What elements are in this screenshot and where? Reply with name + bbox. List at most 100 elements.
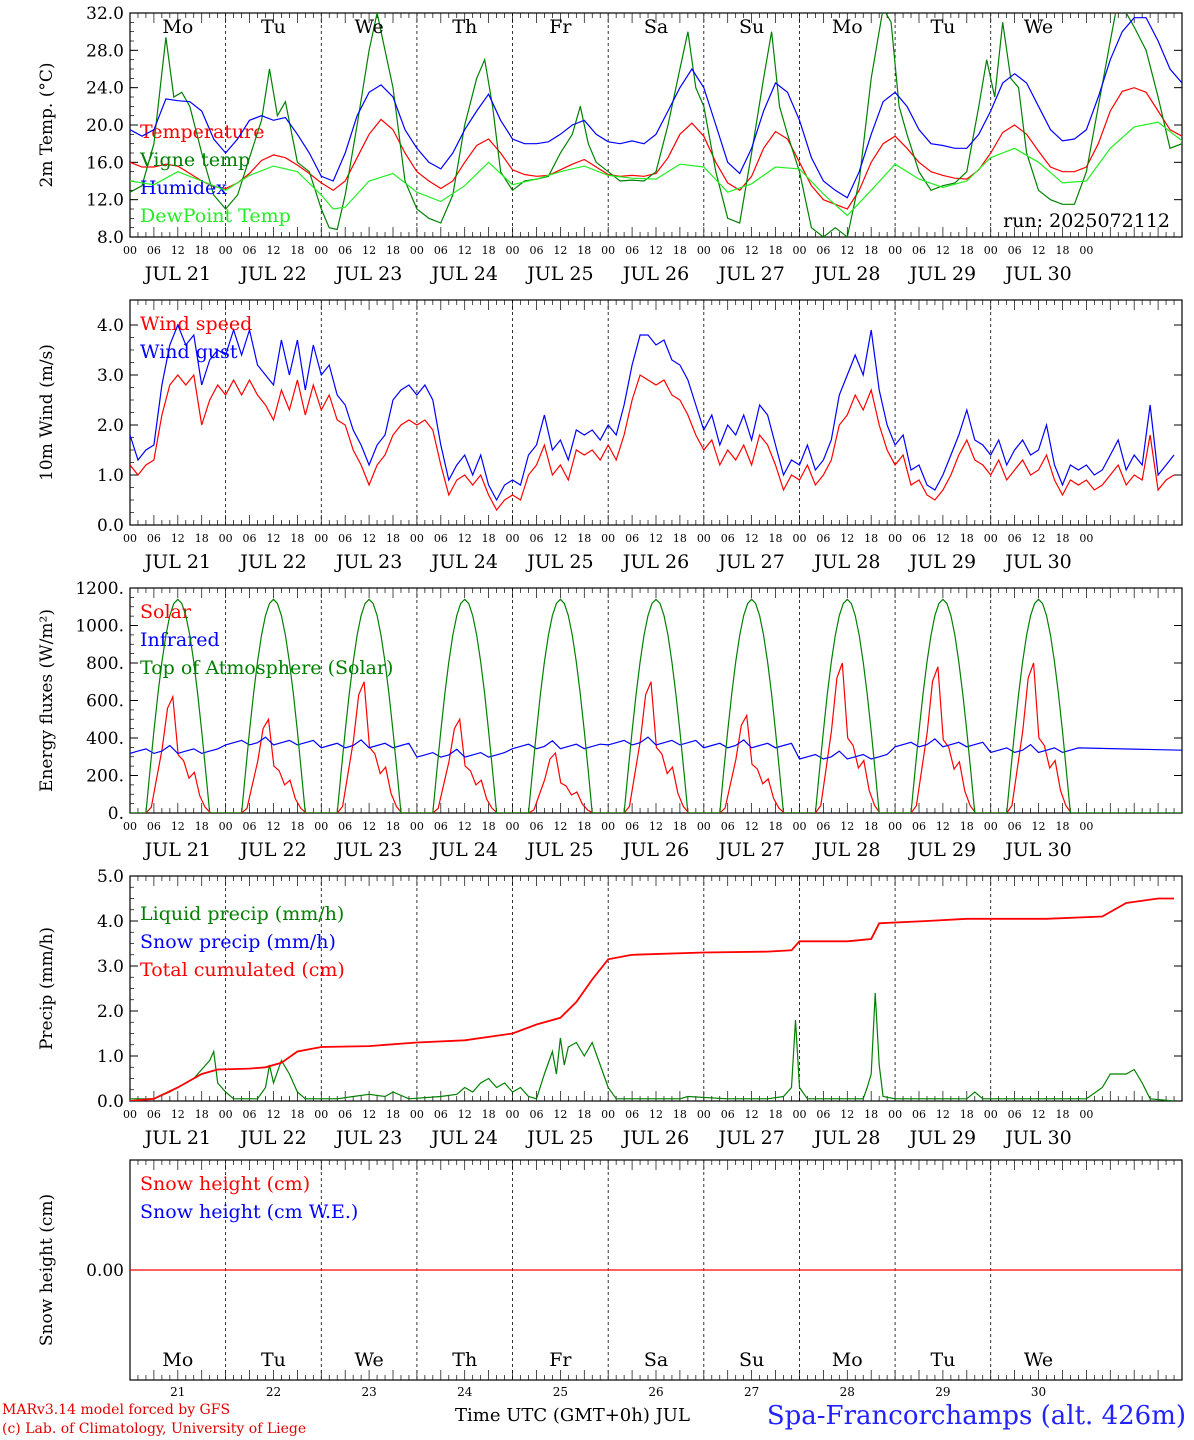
weekday-label: Su: [739, 16, 764, 38]
hour-tick-label: 06: [338, 244, 352, 257]
hour-tick-label: 00: [888, 532, 902, 545]
hour-tick-label: 18: [386, 532, 400, 545]
legend-entry: Infrared: [140, 629, 220, 651]
date-label: JUL 29: [908, 839, 976, 861]
weekday-label: We: [1024, 16, 1053, 38]
date-label: JUL 29: [908, 1127, 976, 1149]
weekday-label: Mo: [832, 16, 863, 38]
hour-tick-label: 18: [290, 1108, 304, 1121]
hour-tick-label: 12: [553, 820, 567, 833]
hour-tick-label: 18: [290, 820, 304, 833]
hour-tick-label: 00: [792, 820, 806, 833]
y-axis-label: 2m Temp. (°C): [37, 62, 57, 187]
hour-tick-label: 18: [195, 532, 209, 545]
hour-tick-label: 12: [553, 1108, 567, 1121]
panel-frame: [129, 12, 1183, 238]
hour-tick-label: 12: [1032, 1108, 1046, 1121]
hour-tick-label: 12: [266, 820, 280, 833]
date-label: JUL 28: [812, 551, 880, 573]
y-tick-label: 2.0: [97, 416, 124, 436]
hour-tick-label: 00: [697, 244, 711, 257]
date-label: JUL 22: [238, 551, 306, 573]
date-label: JUL 23: [334, 263, 402, 285]
y-tick-label: 4.0: [97, 316, 124, 336]
hour-tick-label: 12: [745, 244, 759, 257]
hour-tick-label: 18: [195, 1108, 209, 1121]
weekday-label: We: [354, 16, 383, 38]
y-tick-label: 0.: [108, 804, 124, 824]
hour-tick-label: 12: [362, 244, 376, 257]
hour-tick-label: 12: [745, 1108, 759, 1121]
hour-tick-label: 18: [482, 532, 496, 545]
hour-tick-label: 00: [410, 820, 424, 833]
y-tick-label: 0.0: [97, 516, 124, 536]
hour-tick-label: 06: [243, 532, 257, 545]
hour-tick-label: 06: [147, 820, 161, 833]
legend-entry: Liquid precip (mm/h): [140, 903, 344, 925]
hour-tick-label: 18: [960, 820, 974, 833]
hour-tick-label: 00: [984, 244, 998, 257]
hour-tick-label: 06: [625, 244, 639, 257]
y-tick-label: 32.0: [86, 4, 124, 24]
hour-tick-label: 12: [840, 820, 854, 833]
y-tick-label: 0.0: [97, 1092, 124, 1112]
date-label: JUL 27: [716, 839, 784, 861]
date-label: JUL 26: [621, 263, 689, 285]
date-label: JUL 21: [143, 551, 211, 573]
hour-tick-label: 00: [123, 1108, 137, 1121]
panel-4: 0.0 1.0 2.0 3.0 4.0 5.0 Precip (mm/h) 00 06 12 18 J…: [37, 867, 1183, 1149]
legend-entry: Top of Atmosphere (Solar): [140, 657, 393, 679]
hour-tick-label: 18: [864, 820, 878, 833]
y-tick-label: 800.: [86, 654, 124, 674]
hour-tick-label: 00: [314, 820, 328, 833]
legend-entry: Wind gust: [140, 341, 238, 363]
hour-tick-label: 00: [984, 820, 998, 833]
date-label: JUL 30: [1003, 1127, 1071, 1149]
hour-tick-label: 18: [386, 820, 400, 833]
hour-tick-label: 00: [984, 1108, 998, 1121]
hour-tick-label: 12: [171, 1108, 185, 1121]
hour-tick-label: 18: [769, 1108, 783, 1121]
hour-tick-label: 18: [386, 1108, 400, 1121]
hour-tick-label: 12: [936, 244, 950, 257]
weekday-label: Tu: [930, 16, 955, 38]
hour-tick-label: 18: [769, 244, 783, 257]
hour-tick-label: 06: [625, 532, 639, 545]
panel-frame: [129, 587, 1183, 814]
legend-entry: Total cumulated (cm): [140, 959, 345, 981]
hour-tick-label: 00: [601, 532, 615, 545]
hour-tick-label: 18: [864, 1108, 878, 1121]
hour-tick-label: 18: [577, 820, 591, 833]
legend-entry: DewPoint Temp: [140, 205, 291, 227]
y-tick-label: 1.0: [97, 466, 124, 486]
hour-tick-label: 18: [577, 244, 591, 257]
date-label: JUL 22: [238, 263, 306, 285]
date-label: JUL 21: [143, 263, 211, 285]
hour-tick-label: 06: [816, 1108, 830, 1121]
date-label: JUL 23: [334, 551, 402, 573]
date-label: JUL 27: [716, 551, 784, 573]
legend-entry: Snow height (cm W.E.): [140, 1201, 358, 1223]
legend-entry: Solar: [140, 601, 192, 623]
y-tick-label: 1.0: [97, 1047, 124, 1067]
legend-entry: Wind speed: [140, 313, 252, 335]
series-line-dewpoint-temp: [130, 121, 1182, 217]
hour-tick-label: 06: [816, 820, 830, 833]
hour-tick-label: 18: [195, 820, 209, 833]
hour-tick-label: 00: [1079, 532, 1093, 545]
day-number: 24: [457, 1385, 473, 1399]
hour-tick-label: 06: [529, 820, 543, 833]
hour-tick-label: 00: [1079, 1108, 1093, 1121]
panel-3: 0. 200. 400. 600. 800. 1000. 1200. Energy fluxe…: [37, 579, 1183, 861]
hour-tick-label: 06: [721, 244, 735, 257]
hour-tick-label: 12: [171, 820, 185, 833]
hour-tick-label: 06: [1008, 244, 1022, 257]
hour-tick-label: 12: [458, 244, 472, 257]
y-tick-label: 400.: [86, 729, 124, 749]
hour-tick-label: 18: [290, 532, 304, 545]
y-tick-label: 20.0: [86, 116, 124, 136]
day-number: 26: [648, 1385, 663, 1399]
y-tick-label: 8.0: [97, 228, 124, 248]
weekday-label: Su: [739, 1349, 764, 1371]
hour-tick-label: 06: [529, 1108, 543, 1121]
